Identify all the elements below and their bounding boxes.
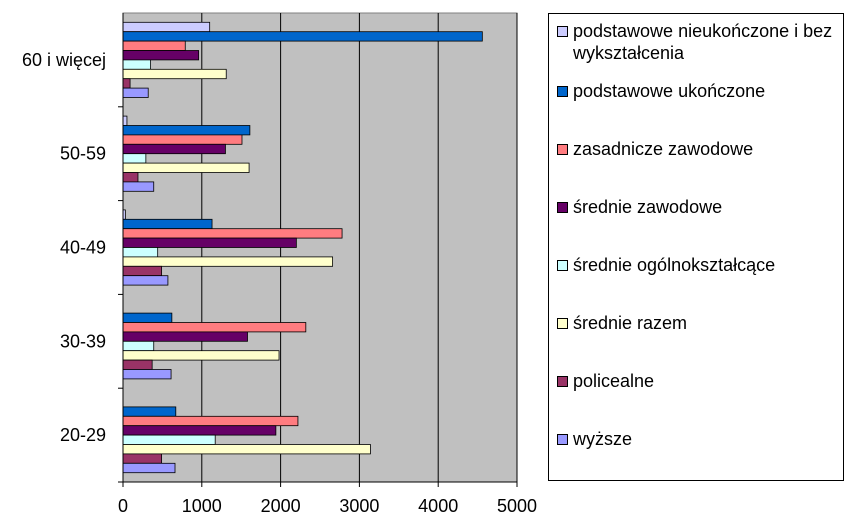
axes-layer: 0 1000 2000 3000 4000 5000 60 i więcej 50-59 40-… (22, 13, 537, 516)
bar (122, 134, 243, 145)
legend-label: policealne (573, 371, 655, 391)
x-tick-label: 2000 (261, 496, 301, 516)
bar (122, 115, 128, 126)
legend-swatch (557, 376, 568, 387)
bar (122, 59, 151, 70)
y-category-label: 30-39 (60, 331, 106, 351)
bar (122, 218, 213, 230)
bar (122, 275, 169, 286)
x-tick-label: 0 (118, 496, 128, 516)
y-category-label: 60 i więcej (22, 50, 106, 70)
bar (122, 462, 176, 474)
legend-swatch (557, 260, 568, 271)
bar (122, 50, 200, 61)
y-category-label: 20-29 (60, 425, 106, 445)
bar (122, 172, 139, 183)
x-tick-label: 4000 (418, 496, 458, 516)
bar (122, 247, 159, 258)
bar (122, 425, 277, 436)
bar (122, 162, 250, 173)
chart-plot: 0 1000 2000 3000 4000 5000 60 i więcej 50-59 40-… (22, 12, 537, 516)
legend-label: średnie razem (573, 313, 688, 333)
bar (122, 359, 153, 370)
y-category-label: 50-59 (60, 144, 106, 164)
y-category-label: 40-49 (60, 238, 106, 258)
bar (122, 406, 177, 417)
x-tick-label: 1000 (182, 496, 222, 516)
bar (122, 322, 307, 333)
legend-label: średnie zawodowe (573, 197, 723, 217)
bar (122, 312, 173, 323)
bar (122, 434, 216, 445)
legend-swatch (557, 26, 568, 37)
bar (122, 228, 343, 239)
bar (122, 153, 147, 164)
bar (122, 350, 280, 361)
bar (122, 125, 251, 136)
bar (122, 78, 131, 89)
bar (122, 444, 371, 455)
legend-label: średnie ogólnokształcące (573, 255, 776, 275)
legend-swatch (557, 434, 568, 445)
bar (122, 21, 211, 33)
legend-label: wyższe (573, 429, 633, 449)
bar (122, 40, 186, 51)
x-tick-label: 3000 (339, 496, 379, 516)
bar (122, 331, 248, 342)
x-tick-label: 5000 (497, 496, 537, 516)
bar (122, 87, 149, 98)
bars-layer (122, 21, 483, 474)
bar (122, 68, 227, 80)
legend-swatch (557, 202, 568, 213)
bar (122, 237, 297, 248)
legend-swatch (557, 144, 568, 155)
bar (122, 453, 163, 464)
legend-swatch (557, 86, 568, 97)
bar (122, 143, 226, 155)
bar (122, 181, 155, 192)
bar (122, 256, 334, 267)
bar (122, 369, 172, 380)
bar (122, 415, 299, 427)
legend-label: zasadnicze zawodowe (573, 139, 754, 159)
legend-label: podstawowe ukończone (573, 81, 766, 101)
legend-swatch (557, 318, 568, 329)
legend-label: podstawowe nieukończone i bez wykształce… (573, 21, 833, 63)
legend: podstawowe nieukończone i bez wykształce… (548, 13, 844, 481)
bar (122, 340, 155, 352)
bar (122, 265, 163, 277)
bar (122, 31, 483, 42)
